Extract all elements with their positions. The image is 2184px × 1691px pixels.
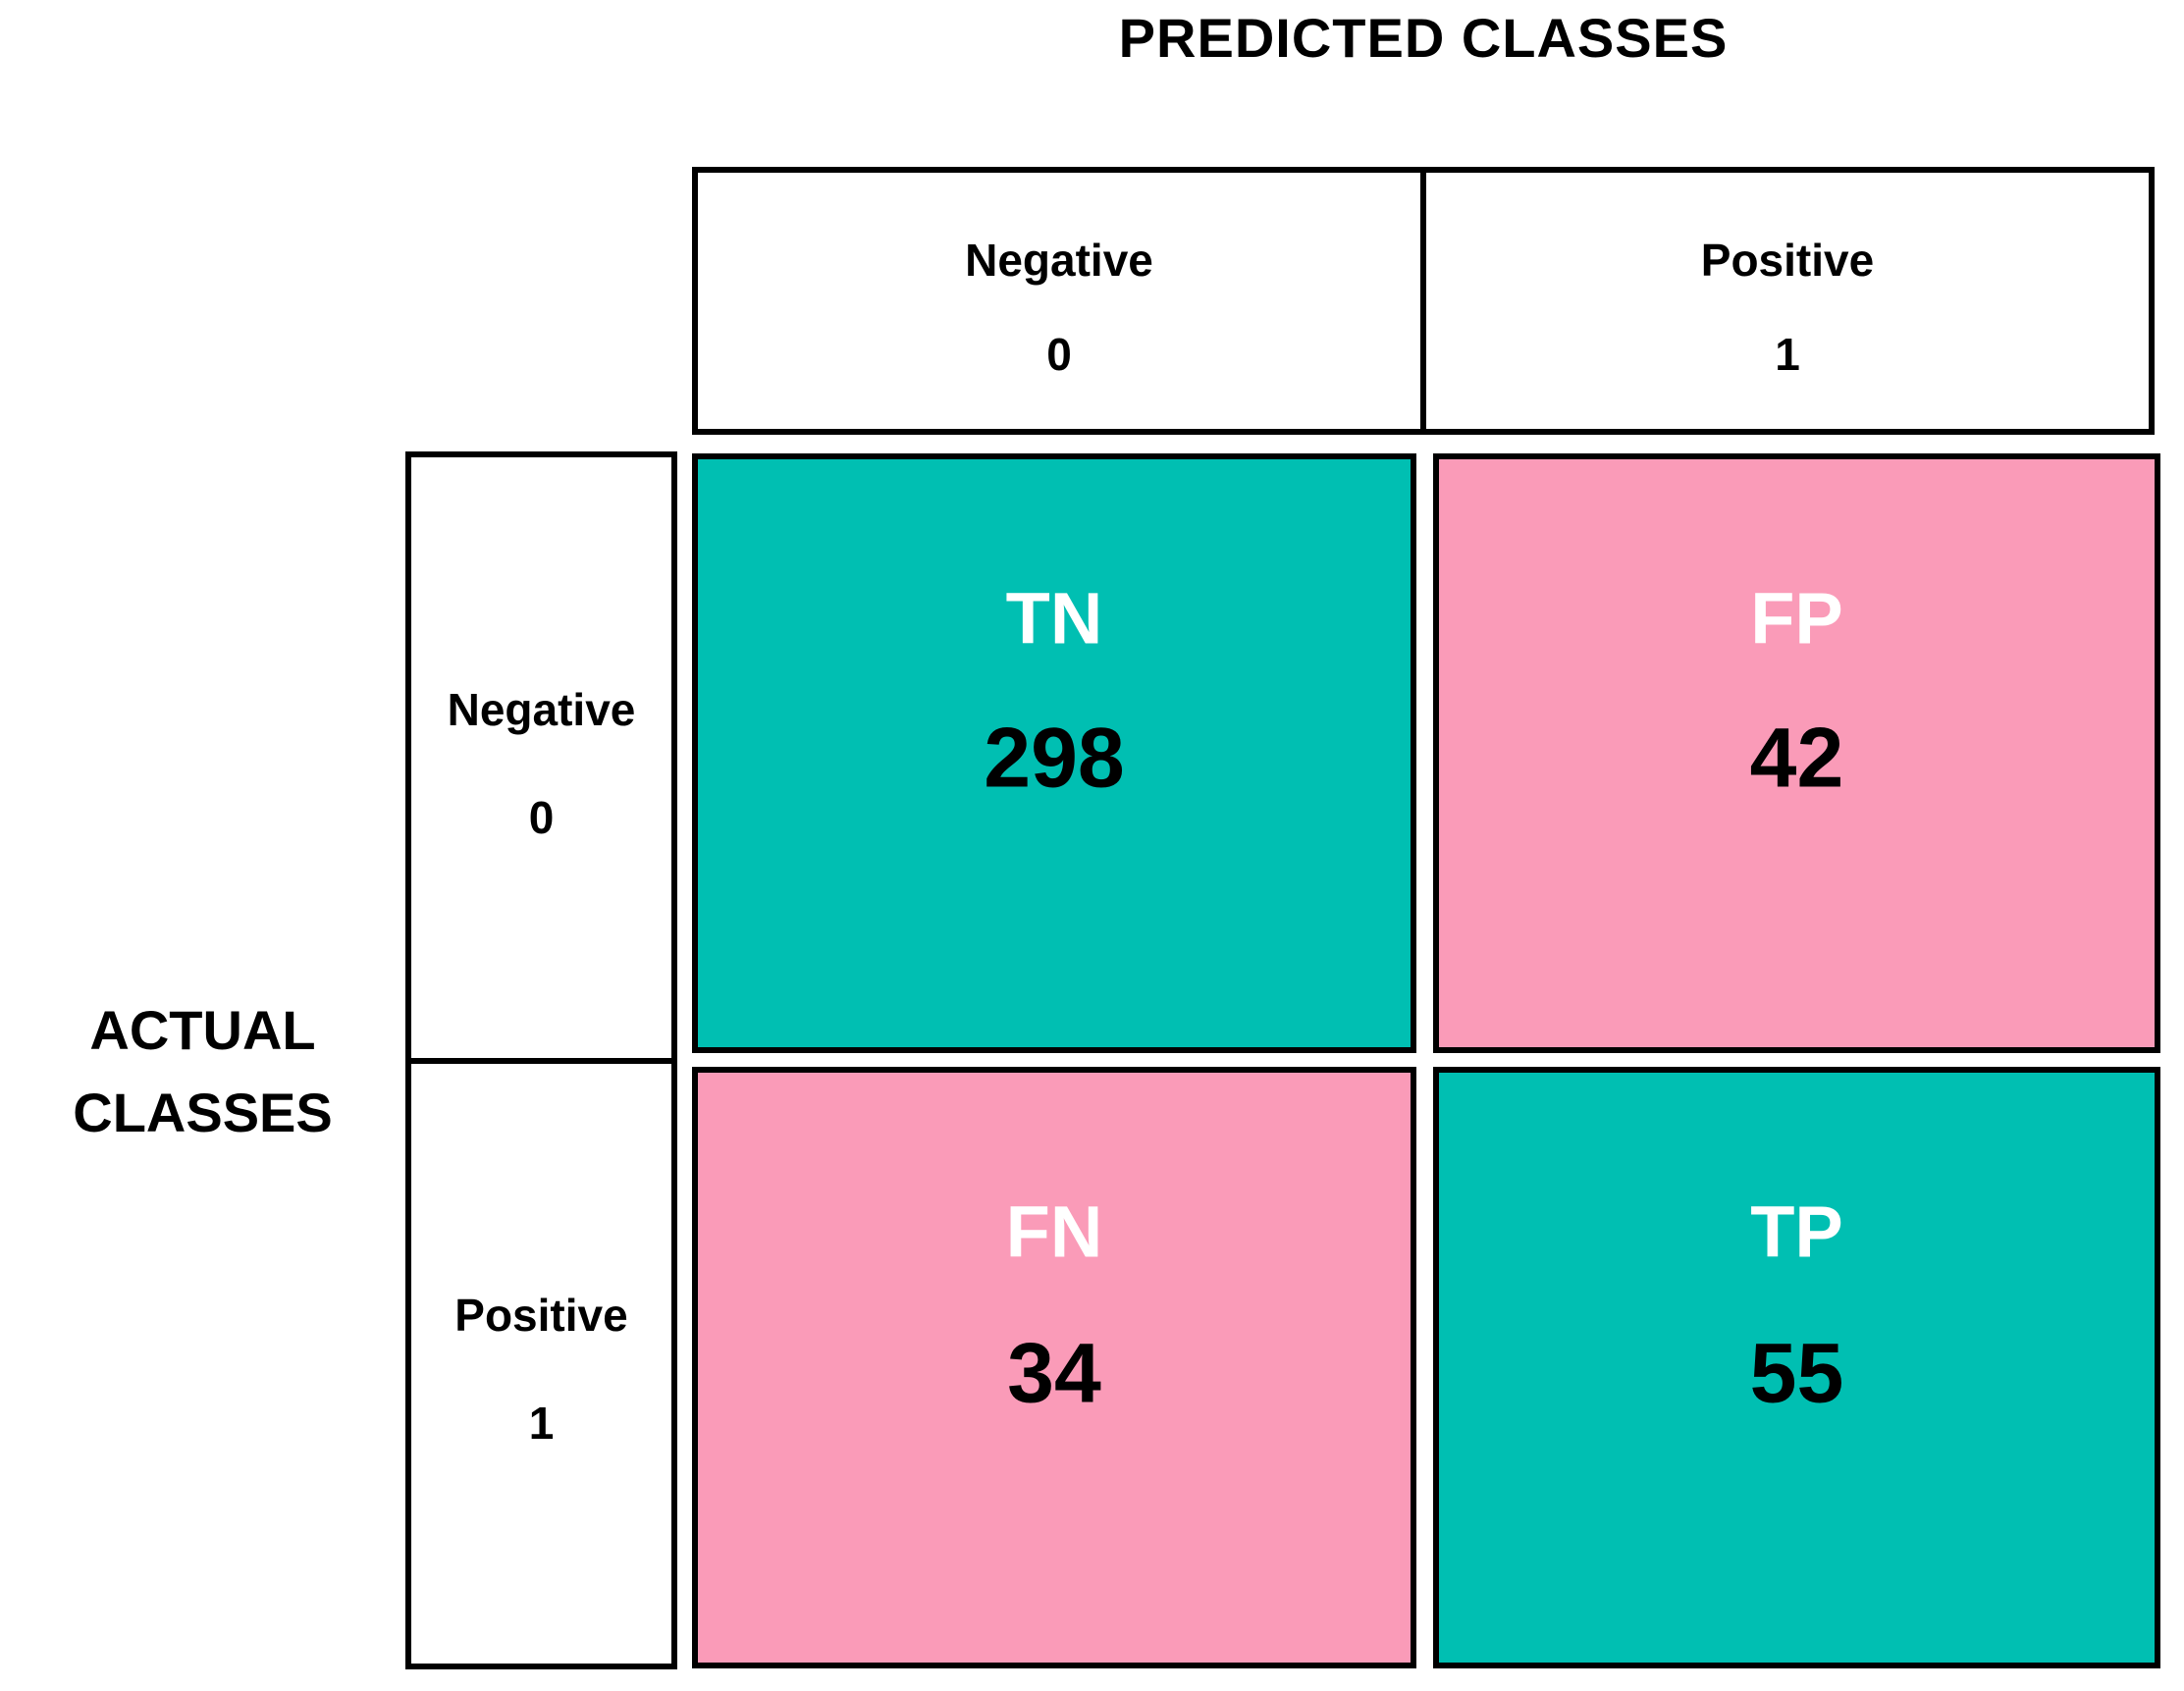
column-class-value-1: 1 <box>1775 329 1800 381</box>
cell-false-positive: FP 42 <box>1433 453 2160 1053</box>
actual-classes-line1: ACTUAL <box>89 999 316 1061</box>
cell-fp-abbr: FP <box>1750 577 1843 660</box>
row-headers: Negative 0 Positive 1 <box>405 451 677 1669</box>
cell-true-positive: TP 55 <box>1433 1067 2160 1668</box>
row-label-positive: Positive <box>454 1290 628 1342</box>
cell-fp-count: 42 <box>1749 711 1844 806</box>
row-class-value-1: 1 <box>528 1398 555 1450</box>
cell-tp-count: 55 <box>1749 1326 1844 1420</box>
column-header-negative: Negative 0 <box>698 173 1426 429</box>
column-label-negative: Negative <box>965 234 1153 286</box>
column-headers: Negative 0 Positive 1 <box>692 167 2155 435</box>
row-label-negative: Negative <box>447 683 636 735</box>
cell-tp-abbr: TP <box>1750 1190 1843 1273</box>
cell-fn-abbr: FN <box>1005 1190 1103 1273</box>
predicted-classes-title: PREDICTED CLASSES <box>1118 7 1729 69</box>
row-header-negative: Negative 0 <box>411 457 671 1064</box>
cell-true-negative: TN 298 <box>692 453 1416 1053</box>
cell-tn-count: 298 <box>984 711 1125 806</box>
cell-false-negative: FN 34 <box>692 1067 1416 1668</box>
row-header-positive: Positive 1 <box>411 1064 671 1665</box>
actual-classes-line2: CLASSES <box>73 1082 333 1143</box>
column-class-value-0: 0 <box>1046 329 1072 381</box>
row-class-value-0: 0 <box>528 791 555 843</box>
column-label-positive: Positive <box>1700 234 1875 286</box>
cell-tn-abbr: TN <box>1005 577 1103 660</box>
column-header-positive: Positive 1 <box>1426 173 2149 429</box>
actual-classes-title: ACTUAL CLASSES <box>0 989 405 1154</box>
cell-fn-count: 34 <box>1007 1326 1101 1420</box>
